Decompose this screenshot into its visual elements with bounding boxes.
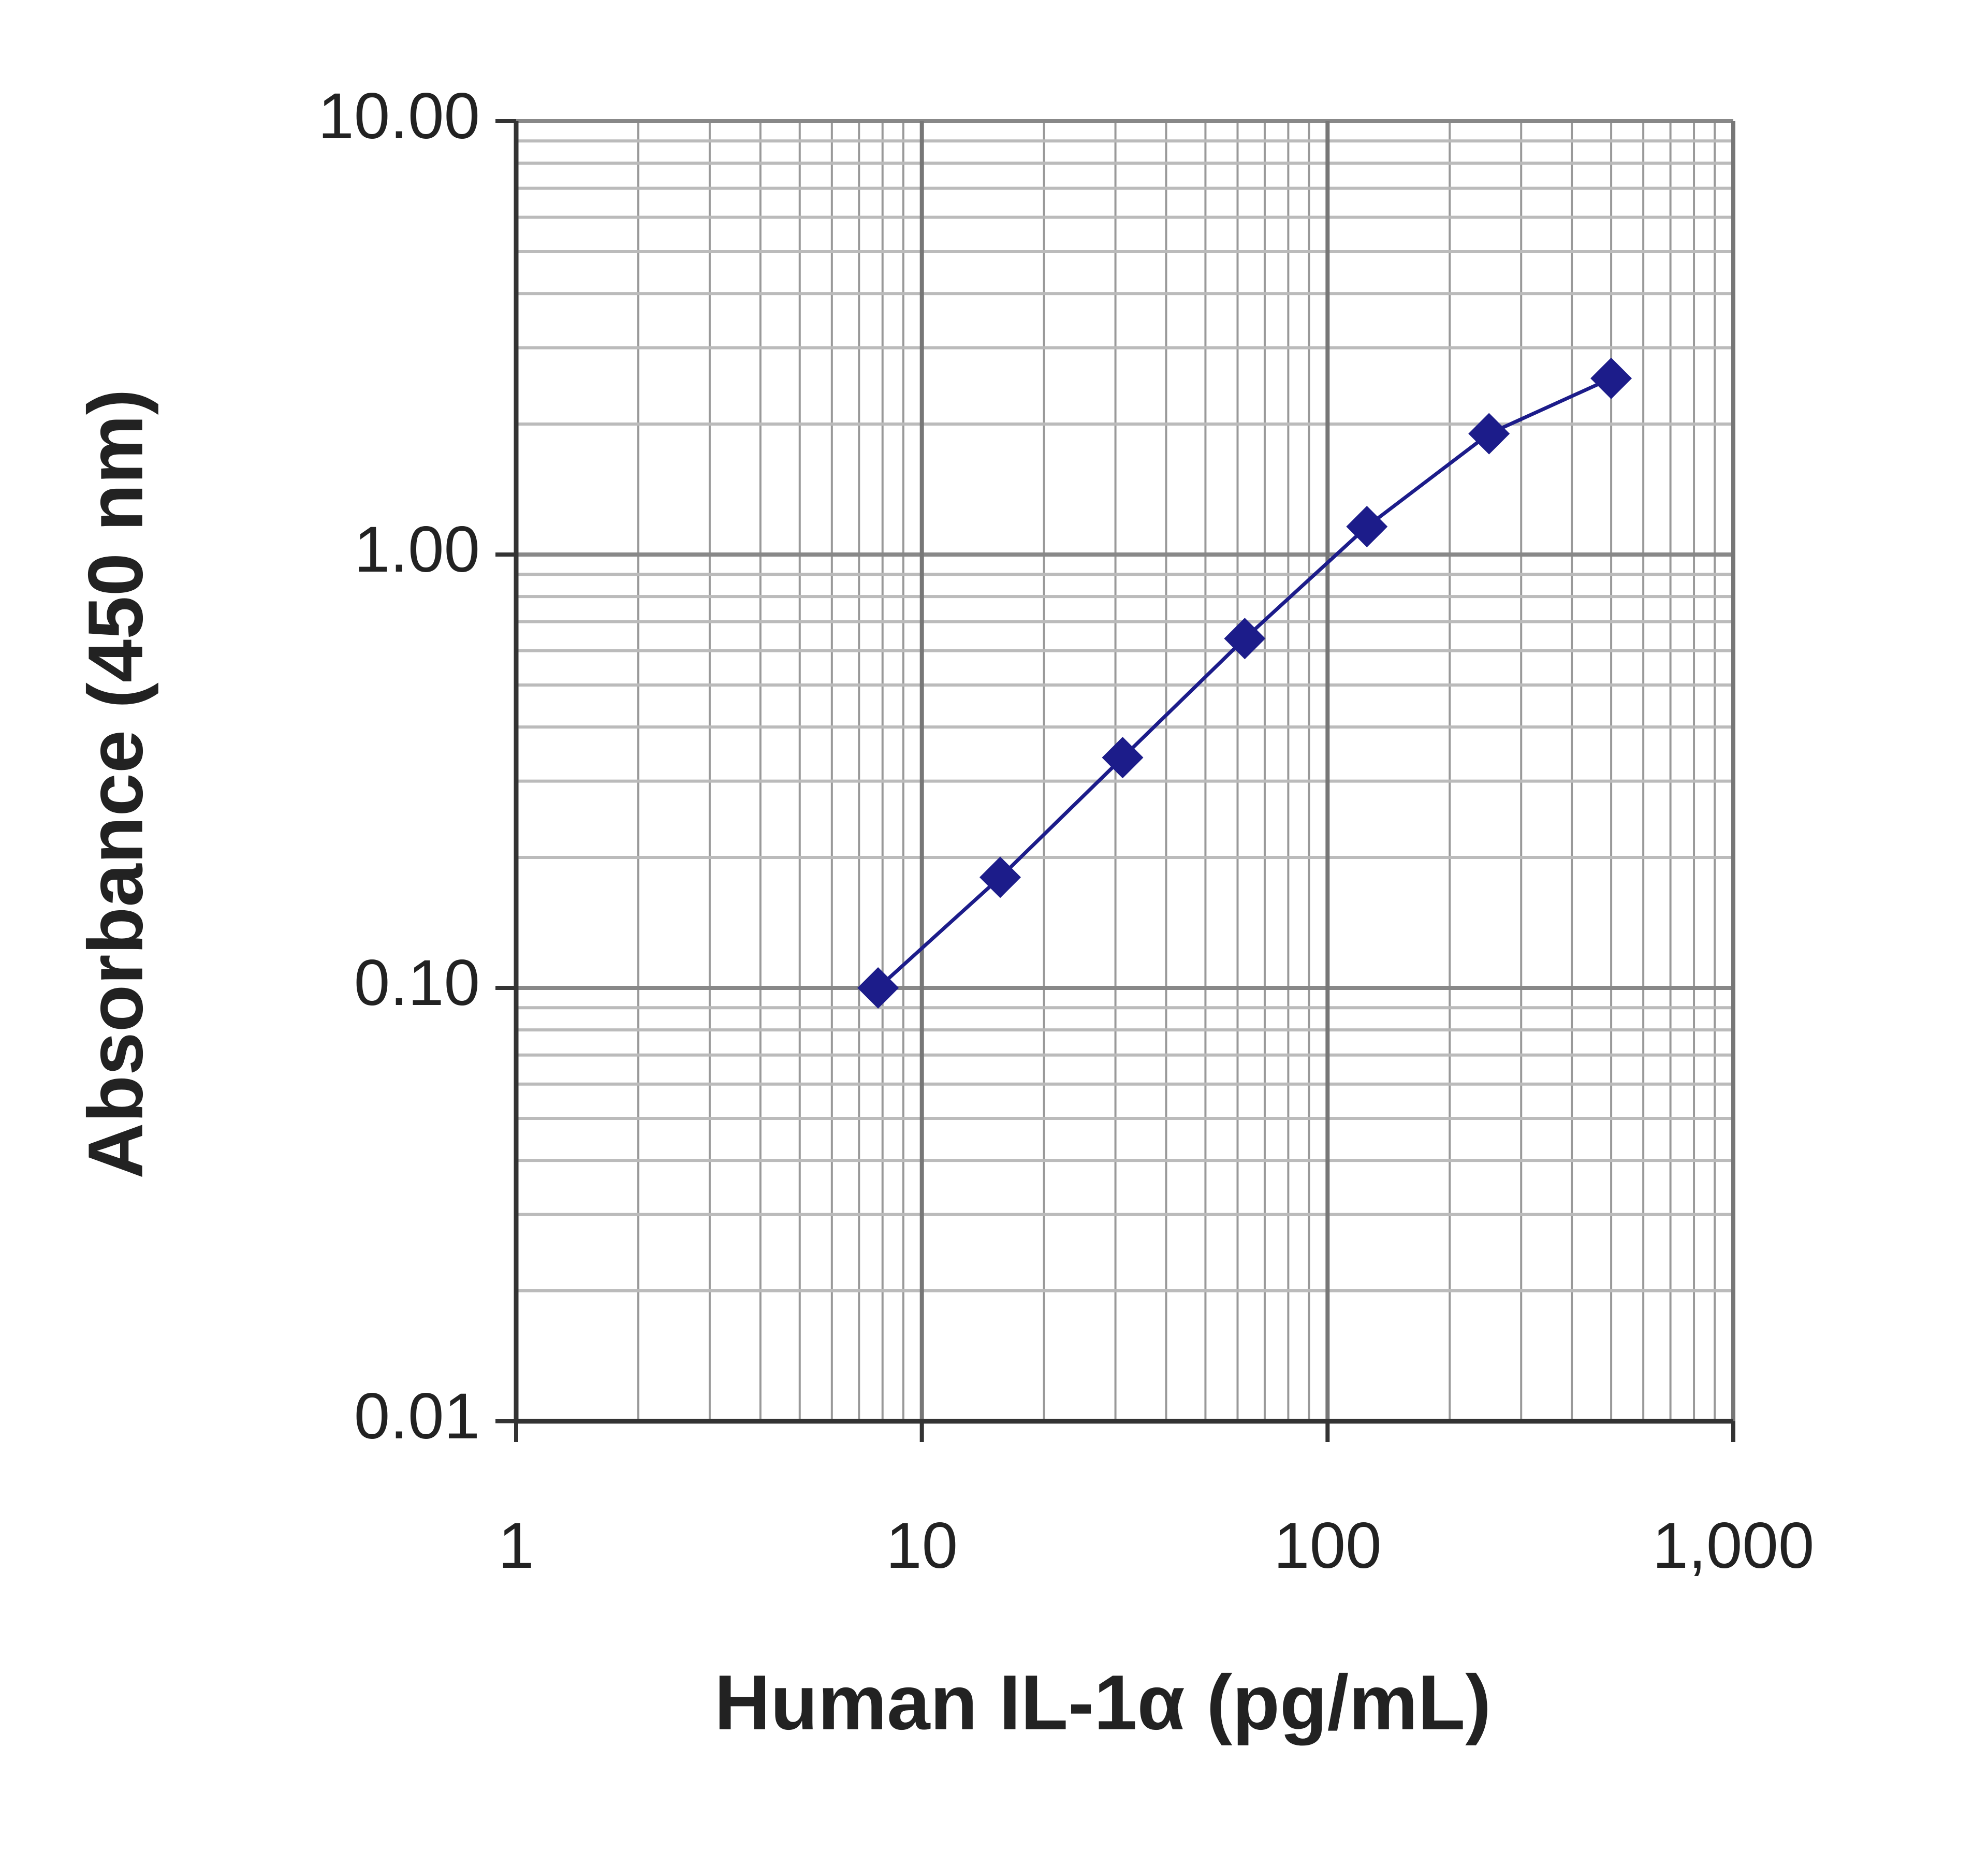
- y-tick-label: 0.10: [354, 947, 480, 1019]
- data-point: [1102, 737, 1144, 779]
- x-tick-label: 10: [886, 1510, 958, 1582]
- data-point: [857, 967, 899, 1009]
- x-tick-label: 1: [498, 1510, 534, 1582]
- y-tick-label: 0.01: [354, 1380, 480, 1452]
- y-axis-title: Absorbance (450 nm): [72, 389, 159, 1178]
- data-point: [1468, 413, 1510, 455]
- x-tick-label: 100: [1274, 1510, 1382, 1582]
- x-axis-title: Human IL-1α (pg/mL): [714, 1659, 1491, 1746]
- x-tick-label: 1,000: [1653, 1510, 1815, 1582]
- y-tick-label: 1.00: [354, 514, 480, 586]
- data-point: [980, 856, 1021, 898]
- data-point: [1224, 618, 1266, 660]
- y-tick-label: 10.00: [318, 80, 480, 152]
- data-point: [1590, 357, 1632, 399]
- series-line: [876, 376, 1612, 989]
- data-point: [1346, 506, 1388, 548]
